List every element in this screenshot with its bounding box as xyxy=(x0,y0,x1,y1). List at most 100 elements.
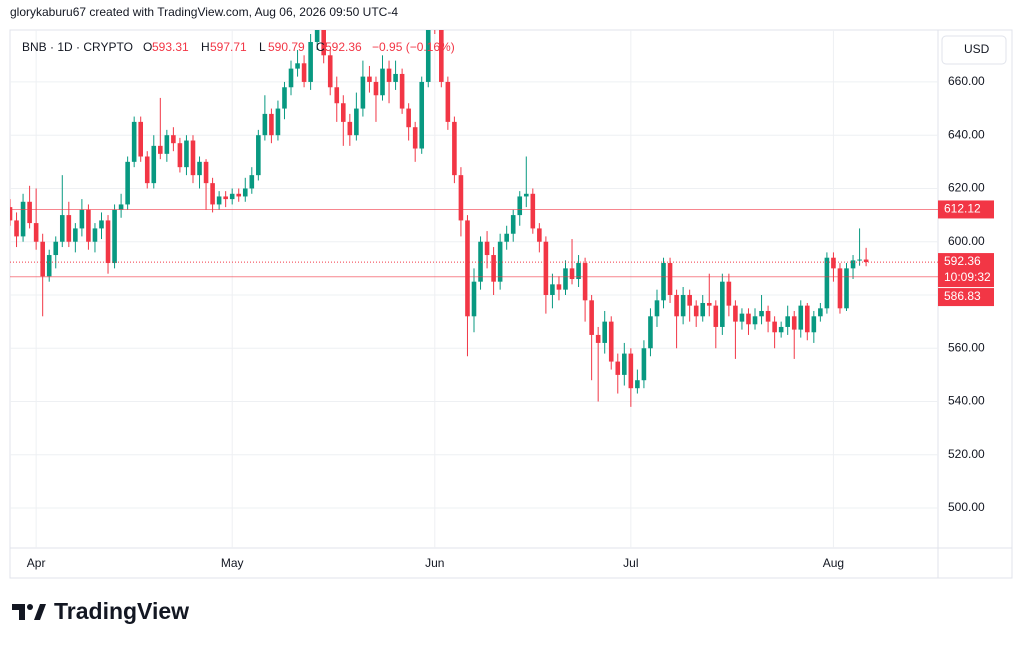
y-tick-label: 600.00 xyxy=(948,234,985,248)
candle-body xyxy=(582,263,588,301)
candle-body xyxy=(615,361,621,375)
candle-body xyxy=(798,305,804,330)
candle-body xyxy=(269,113,274,136)
candle-body xyxy=(151,145,157,184)
y-tick-label: 660.00 xyxy=(948,74,985,88)
y-tick-label: 520.00 xyxy=(948,447,985,461)
candle-body xyxy=(791,316,797,330)
candle-body xyxy=(380,68,385,96)
candle-body xyxy=(33,223,39,242)
candle-body xyxy=(131,121,137,162)
y-tick-label: 500.00 xyxy=(948,500,985,514)
legend-value: 597.71 xyxy=(210,40,247,54)
candle-body xyxy=(674,294,679,317)
candle-body xyxy=(112,209,117,264)
candle-body xyxy=(79,209,85,229)
candle-body xyxy=(837,268,843,309)
candle-body xyxy=(144,156,150,184)
candle-body xyxy=(367,76,372,82)
legend-key: H xyxy=(201,40,210,54)
currency-button[interactable] xyxy=(941,35,1007,65)
candle-body xyxy=(321,30,326,56)
candle-body xyxy=(818,308,823,317)
candle-body xyxy=(831,257,836,269)
price-line-box xyxy=(938,288,994,307)
candle-body xyxy=(46,255,52,277)
candle-body xyxy=(386,68,392,82)
price-line-label: 586.83 xyxy=(944,289,981,303)
candle-body xyxy=(857,259,862,261)
candle-body xyxy=(138,121,144,157)
candle-body xyxy=(59,215,65,242)
candle-body xyxy=(746,313,751,325)
candle-body xyxy=(216,196,222,205)
x-tick-label: Apr xyxy=(27,556,46,570)
candle-body xyxy=(439,30,444,82)
candle-body xyxy=(288,68,294,88)
legend-key: O xyxy=(143,40,152,54)
candle-body xyxy=(223,196,228,200)
overlay: 500.00520.00540.00560.00580.00600.00620.… xyxy=(10,40,994,570)
candle-body xyxy=(648,316,653,349)
candle-body xyxy=(184,140,189,168)
candle-body xyxy=(164,135,170,154)
candle-body xyxy=(327,55,333,88)
candle-body xyxy=(53,241,59,256)
candle-body xyxy=(595,334,601,343)
legend-key: C xyxy=(316,40,325,54)
candle-body xyxy=(739,313,745,322)
candles xyxy=(10,30,869,407)
candle-body xyxy=(10,207,13,221)
brand-logo xyxy=(12,604,46,620)
candle-body xyxy=(373,81,379,96)
candle-body xyxy=(517,196,523,216)
candle-body xyxy=(308,41,313,82)
candle-body xyxy=(354,108,359,136)
candle-body xyxy=(622,353,627,375)
candle-body xyxy=(504,233,509,242)
candle-body xyxy=(458,175,464,221)
candle-body xyxy=(733,305,738,322)
candle-body xyxy=(360,76,366,109)
candle-body xyxy=(236,193,242,197)
candle-body xyxy=(203,161,209,184)
candle-body xyxy=(543,241,549,295)
candle-body xyxy=(99,220,104,229)
legend-symbol: BNB · 1D · CRYPTO xyxy=(22,40,133,54)
legend-change: −0.95 (−0.16%) xyxy=(372,40,455,54)
candle-body xyxy=(654,300,660,317)
price-line-box xyxy=(938,200,994,219)
candle-body xyxy=(641,348,647,381)
y-tick-label: 620.00 xyxy=(948,181,985,195)
x-tick-label: Jul xyxy=(623,556,638,570)
x-tick-label: Jun xyxy=(425,556,444,570)
legend-key: L xyxy=(259,40,266,54)
candle-body xyxy=(40,241,45,277)
candle-body xyxy=(210,183,215,205)
candle-body xyxy=(158,145,163,154)
candle-body xyxy=(242,188,248,197)
candle-body xyxy=(118,204,124,210)
candle-body xyxy=(706,302,712,306)
candle-body xyxy=(419,81,425,149)
candle-body xyxy=(804,305,810,333)
candle-body xyxy=(92,228,98,242)
y-tick-label: 540.00 xyxy=(948,394,985,408)
candle-body xyxy=(452,121,457,176)
candle-body xyxy=(530,193,536,229)
candle-body xyxy=(700,302,706,317)
candle-body xyxy=(844,268,849,309)
y-tick-label: 560.00 xyxy=(948,340,985,354)
candle-body xyxy=(602,321,608,343)
candle-body xyxy=(340,103,346,122)
candle-body xyxy=(510,215,516,234)
candle-body xyxy=(576,263,581,280)
candle-body xyxy=(125,161,130,205)
candle-body xyxy=(635,380,640,389)
candle-body xyxy=(301,63,307,82)
y-tick-label: 640.00 xyxy=(948,127,985,141)
candle-body xyxy=(765,310,771,322)
candle-body xyxy=(177,143,183,168)
candle-body xyxy=(550,284,555,295)
